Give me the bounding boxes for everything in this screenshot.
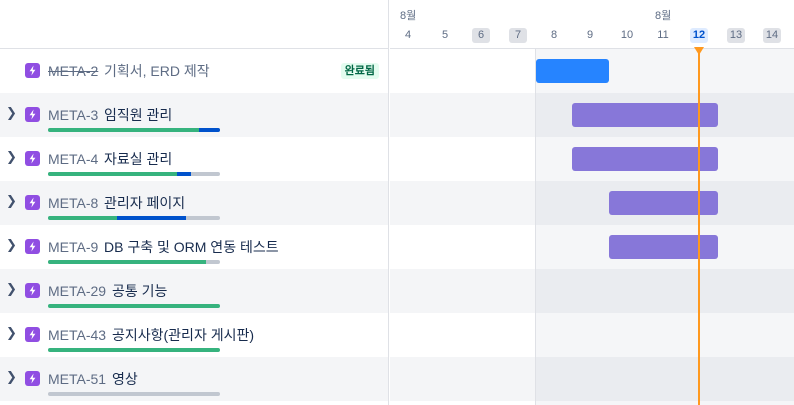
issue-key[interactable]: META-4 (48, 151, 99, 167)
day-label: 5 (441, 29, 449, 41)
day-label: 11 (657, 29, 669, 41)
epic-lightning-icon (25, 195, 40, 210)
progress-bar (48, 172, 220, 176)
schedule-bar[interactable] (572, 147, 718, 171)
month-label: 8월 (655, 10, 672, 22)
progress-bar (48, 304, 220, 308)
day-label: 10 (620, 29, 634, 41)
chevron-right-icon[interactable]: ❯ (6, 194, 17, 209)
day-label: 9 (586, 29, 594, 41)
timeline-row (390, 269, 794, 313)
issue-title[interactable]: 영상 (112, 371, 138, 387)
issue-row[interactable]: ❯ META-9 DB 구축 및 ORM 연동 테스트 (0, 225, 388, 269)
timeline-row (390, 181, 794, 225)
schedule-bar[interactable] (609, 235, 718, 259)
issue-title[interactable]: DB 구축 및 ORM 연동 테스트 (104, 239, 279, 255)
timeline-header: 8월 8월 4 5 6 7 8 9 10 11 12 13 14 (390, 0, 794, 49)
issue-row[interactable]: ❯ META-43 공지사항(관리자 게시판) (0, 313, 388, 357)
progress-bar (48, 348, 220, 352)
status-badge: 완료됨 (340, 63, 379, 79)
issue-key[interactable]: META-43 (48, 327, 107, 343)
month-label: 8월 (400, 10, 417, 22)
schedule-bar[interactable] (572, 103, 718, 127)
chevron-right-icon[interactable]: ❯ (6, 370, 17, 385)
issue-list: META-2 기획서, ERD 제작 완료됨 ❯ META-3 임직원 관리 ❯… (0, 0, 389, 405)
progress-bar (48, 216, 220, 220)
day-label: 7 (509, 28, 527, 43)
issue-row[interactable]: ❯ META-29 공통 기능 (0, 269, 388, 313)
issue-title[interactable]: 관리자 페이지 (104, 195, 186, 211)
issue-row[interactable]: META-2 기획서, ERD 제작 완료됨 (0, 49, 388, 93)
day-label: 6 (472, 28, 490, 43)
issue-title[interactable]: 임직원 관리 (104, 107, 173, 123)
epic-lightning-icon (25, 107, 40, 122)
issue-row[interactable]: ❯ META-8 관리자 페이지 (0, 181, 388, 225)
issue-title[interactable]: 공지사항(관리자 게시판) (112, 327, 255, 343)
today-marker-icon (694, 47, 704, 55)
issue-row[interactable]: ❯ META-4 자료실 관리 (0, 137, 388, 181)
timeline: 8월 8월 4 5 6 7 8 9 10 11 12 13 14 (390, 0, 794, 405)
chevron-right-icon[interactable]: ❯ (6, 282, 17, 297)
month-divider (535, 0, 536, 405)
epic-lightning-icon (25, 327, 40, 342)
epic-lightning-icon (25, 151, 40, 166)
issue-key[interactable]: META-8 (48, 195, 99, 211)
issue-title[interactable]: 기획서, ERD 제작 (104, 63, 210, 79)
chevron-right-icon[interactable]: ❯ (6, 150, 17, 165)
issue-key[interactable]: META-2 (48, 63, 99, 79)
issue-key[interactable]: META-9 (48, 239, 99, 255)
epic-lightning-icon (25, 239, 40, 254)
timeline-rows (390, 49, 794, 401)
issue-row[interactable]: ❯ META-3 임직원 관리 (0, 93, 388, 137)
progress-bar (48, 128, 220, 132)
day-label: 8 (550, 29, 558, 41)
issue-key[interactable]: META-29 (48, 283, 107, 299)
epic-lightning-icon (25, 371, 40, 386)
timeline-row (390, 357, 794, 401)
issue-key[interactable]: META-3 (48, 107, 99, 123)
issue-list-header (0, 0, 388, 49)
progress-bar (48, 260, 220, 264)
issue-key[interactable]: META-51 (48, 371, 107, 387)
chevron-right-icon[interactable]: ❯ (6, 106, 17, 121)
epic-lightning-icon (25, 283, 40, 298)
issue-row[interactable]: ❯ META-51 영상 (0, 357, 388, 401)
today-line (698, 49, 700, 405)
chevron-right-icon[interactable]: ❯ (6, 326, 17, 341)
day-label: 13 (727, 28, 745, 43)
schedule-bar[interactable] (536, 59, 609, 83)
day-label-today: 12 (690, 28, 708, 43)
day-label: 14 (763, 28, 781, 43)
epic-lightning-icon (25, 63, 40, 78)
issue-title[interactable]: 자료실 관리 (104, 151, 173, 167)
day-label: 4 (404, 29, 412, 41)
progress-bar (48, 392, 220, 396)
chevron-right-icon[interactable]: ❯ (6, 238, 17, 253)
issue-title[interactable]: 공통 기능 (112, 283, 168, 299)
schedule-bar[interactable] (609, 191, 718, 215)
